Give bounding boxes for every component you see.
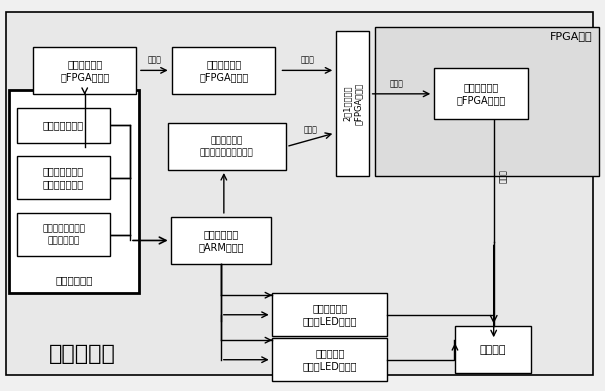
FancyBboxPatch shape <box>16 156 110 199</box>
Text: 医用显示器: 医用显示器 <box>48 344 116 364</box>
Text: 视频流: 视频流 <box>301 56 314 65</box>
FancyBboxPatch shape <box>171 217 271 264</box>
Text: 息屏控制模块
（ARM芯片）: 息屏控制模块 （ARM芯片） <box>198 229 244 252</box>
FancyBboxPatch shape <box>16 108 110 143</box>
FancyBboxPatch shape <box>33 47 136 94</box>
Text: 息屏检测模块: 息屏检测模块 <box>56 275 93 285</box>
Text: 视频流: 视频流 <box>304 125 318 134</box>
Text: FPGA芯片: FPGA芯片 <box>551 31 593 41</box>
FancyBboxPatch shape <box>168 123 286 170</box>
FancyBboxPatch shape <box>172 47 275 94</box>
Text: 图像处理模块
（FPGA芯片）: 图像处理模块 （FPGA芯片） <box>199 59 249 82</box>
FancyBboxPatch shape <box>336 31 369 176</box>
Text: 视频流: 视频流 <box>148 56 161 65</box>
FancyBboxPatch shape <box>434 68 528 119</box>
Text: 息屏背光模组
（线性LED灯管）: 息屏背光模组 （线性LED灯管） <box>302 303 357 326</box>
FancyBboxPatch shape <box>16 213 110 256</box>
Text: 液晶面板: 液晶面板 <box>480 345 506 355</box>
Bar <box>9 90 139 293</box>
FancyBboxPatch shape <box>455 326 531 373</box>
FancyBboxPatch shape <box>272 293 387 336</box>
Text: 主背光模组
（面性LED灯管）: 主背光模组 （面性LED灯管） <box>302 348 357 371</box>
Text: 图像输入模块
（FPGA芯片）: 图像输入模块 （FPGA芯片） <box>60 59 110 82</box>
Text: 息屏显示模块
（图像融合处理单元）: 息屏显示模块 （图像融合处理单元） <box>200 136 253 157</box>
Text: 息屏功能开关单元
（触摸按键）: 息屏功能开关单元 （触摸按键） <box>42 224 85 245</box>
Bar <box>375 27 599 176</box>
Text: 2选1图像选择
（FPGA芯片）: 2选1图像选择 （FPGA芯片） <box>342 83 362 125</box>
Text: 视频流检测单元: 视频流检测单元 <box>43 120 84 130</box>
Text: 视频流: 视频流 <box>499 169 508 183</box>
Text: 图像输出模块
（FPGA芯片）: 图像输出模块 （FPGA芯片） <box>456 82 506 106</box>
Text: 视频流: 视频流 <box>390 79 403 88</box>
FancyBboxPatch shape <box>272 338 387 381</box>
Text: 红外传感器单元
（红外传感器）: 红外传感器单元 （红外传感器） <box>43 166 84 190</box>
